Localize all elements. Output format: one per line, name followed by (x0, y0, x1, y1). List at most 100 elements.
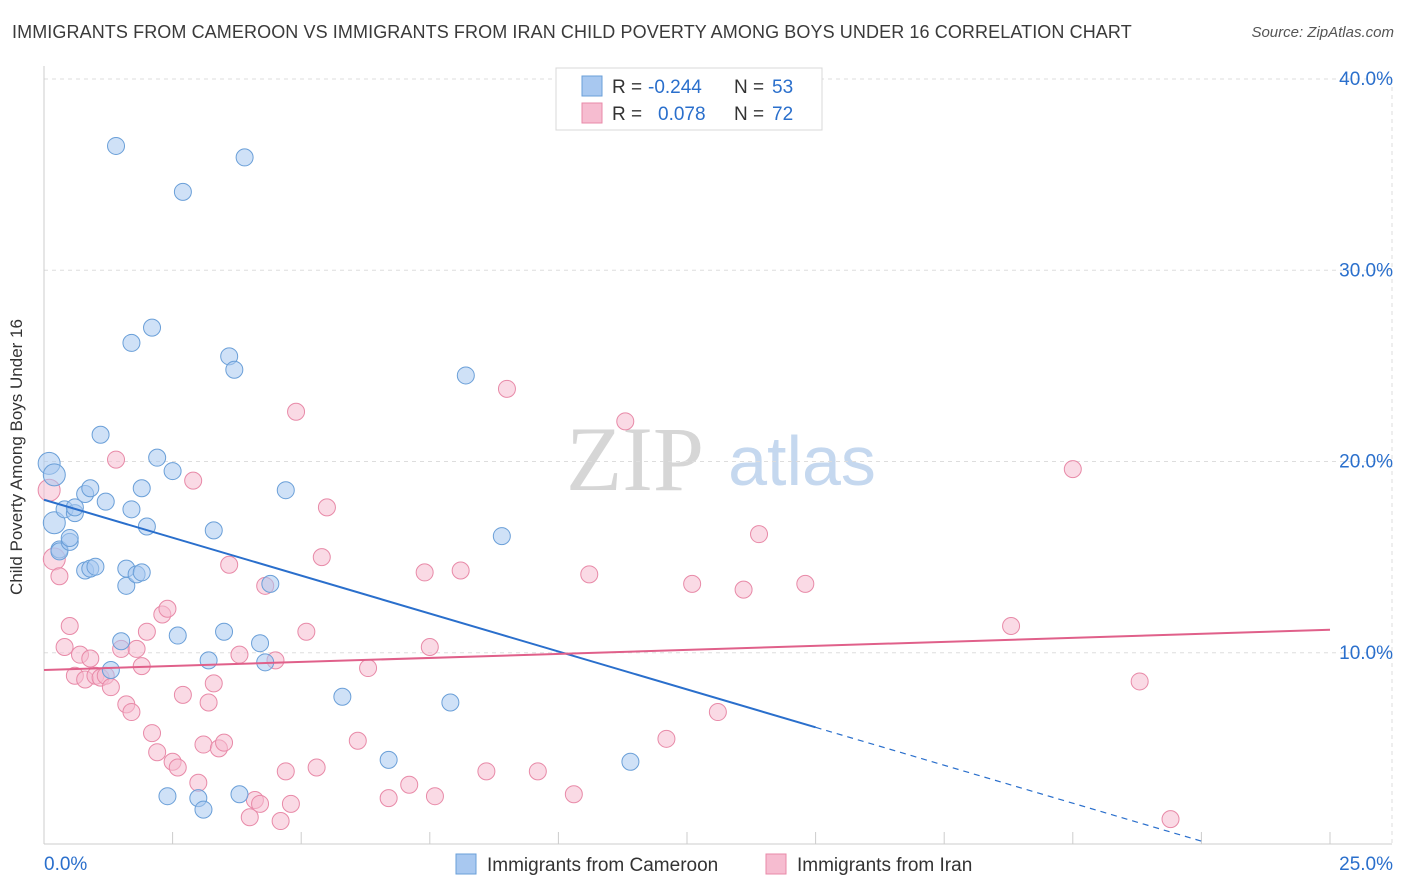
cameroon-point (215, 622, 234, 641)
iran-point (750, 525, 769, 544)
legend-r-value-1: -0.244 (648, 77, 702, 98)
iran-point (528, 762, 547, 781)
iran-point (251, 794, 270, 813)
iran-point (158, 599, 177, 618)
iran-point (307, 758, 326, 777)
legend-r-label-2: R = (612, 104, 642, 125)
x-tick-label: 25.0% (1339, 854, 1393, 875)
iran-point (796, 574, 815, 593)
cameroon-point (158, 787, 177, 806)
cameroon-point (42, 511, 66, 535)
cameroon-point (107, 136, 126, 155)
legend-bottom-swatch-cameroon (455, 853, 477, 875)
cameroon-point (132, 563, 151, 582)
trend-lines (43, 498, 1331, 842)
watermark-zip: ZIP (566, 408, 704, 510)
cameroon-point (204, 521, 223, 540)
iran-point (127, 639, 146, 658)
cameroon-point (441, 693, 460, 712)
iran-point (215, 733, 234, 752)
iran-point (122, 703, 141, 722)
iran-point (1063, 460, 1082, 479)
cameroon-point (333, 687, 352, 706)
iran-point (271, 812, 290, 831)
iran-point (564, 785, 583, 804)
iran-point (184, 471, 203, 490)
cameroon-point (225, 360, 244, 379)
iran-point (1161, 810, 1180, 829)
legend-bottom-iran: Immigrants from Iran (797, 855, 972, 876)
cameroon-point (86, 557, 105, 576)
cameroon-point (235, 148, 254, 167)
iran-point (50, 567, 69, 586)
cameroon-point (199, 651, 218, 670)
cameroon-point (261, 574, 280, 593)
iran-point (148, 743, 167, 762)
y-tick-label: 20.0% (1339, 452, 1393, 473)
cameroon-point (148, 448, 167, 467)
iran-point (199, 693, 218, 712)
iran-point (425, 787, 444, 806)
iran-point (173, 685, 192, 704)
cameroon-point (132, 479, 151, 498)
cameroon-point (96, 492, 115, 511)
iran-point (657, 729, 676, 748)
iran-point (189, 773, 208, 792)
cameroon-point (112, 632, 131, 651)
chart-title: IMMIGRANTS FROM CAMEROON VS IMMIGRANTS F… (12, 22, 1132, 42)
cameroon-point (122, 500, 141, 519)
iran-point (1002, 616, 1021, 635)
iran-point (415, 563, 434, 582)
iran-point (497, 379, 516, 398)
iran-point (420, 638, 439, 657)
iran-point (683, 574, 702, 593)
cameroon-point (143, 318, 162, 337)
y-tick-label: 30.0% (1339, 260, 1393, 281)
cameroon-point (42, 463, 66, 487)
legend-bottom-swatch-iran (765, 853, 787, 875)
legend-bottom-cameroon: Immigrants from Cameroon (487, 855, 718, 876)
iran-point (297, 622, 316, 641)
iran-point (143, 724, 162, 743)
iran-point (204, 674, 223, 693)
axes (43, 66, 1392, 845)
iran-point (137, 622, 156, 641)
cameroon-trend-line (43, 498, 816, 729)
cameroon-point (122, 333, 141, 352)
cameroon-point (492, 527, 511, 546)
iran-point (708, 703, 727, 722)
iran-point (379, 789, 398, 808)
source-label: Source: ZipAtlas.com (1251, 24, 1394, 41)
iran-point (287, 402, 306, 421)
iran-point (168, 758, 187, 777)
iran-point (616, 412, 635, 431)
cameroon-point (621, 752, 640, 771)
cameroon-point (456, 366, 475, 385)
iran-point (451, 561, 470, 580)
iran-point (359, 659, 378, 678)
iran-point (312, 548, 331, 567)
iran-point (348, 731, 367, 750)
iran-point (107, 450, 126, 469)
iran-point (81, 649, 100, 668)
cameroon-point (276, 481, 295, 500)
iran-point (317, 498, 336, 517)
iran-point (281, 794, 300, 813)
cameroon-point (65, 498, 84, 517)
legend-swatch-iran (581, 102, 603, 124)
iran-point (240, 808, 259, 827)
iran-point (276, 762, 295, 781)
legend-r-label-1: R = (612, 77, 642, 98)
legend-n-value-2: 72 (772, 104, 793, 125)
watermark-atlas: atlas (728, 422, 876, 500)
cameroon-point (168, 626, 187, 645)
cameroon-point (101, 660, 120, 679)
iran-trend-line (43, 628, 1331, 671)
iran-point (580, 565, 599, 584)
tick-labels: 10.0% 20.0% 30.0% 40.0% 0.0% 25.0% (44, 69, 1393, 875)
cameroon-point (81, 479, 100, 498)
iran-point (477, 762, 496, 781)
cameroon-trend-extension (815, 726, 1202, 842)
iran-point (194, 735, 213, 754)
